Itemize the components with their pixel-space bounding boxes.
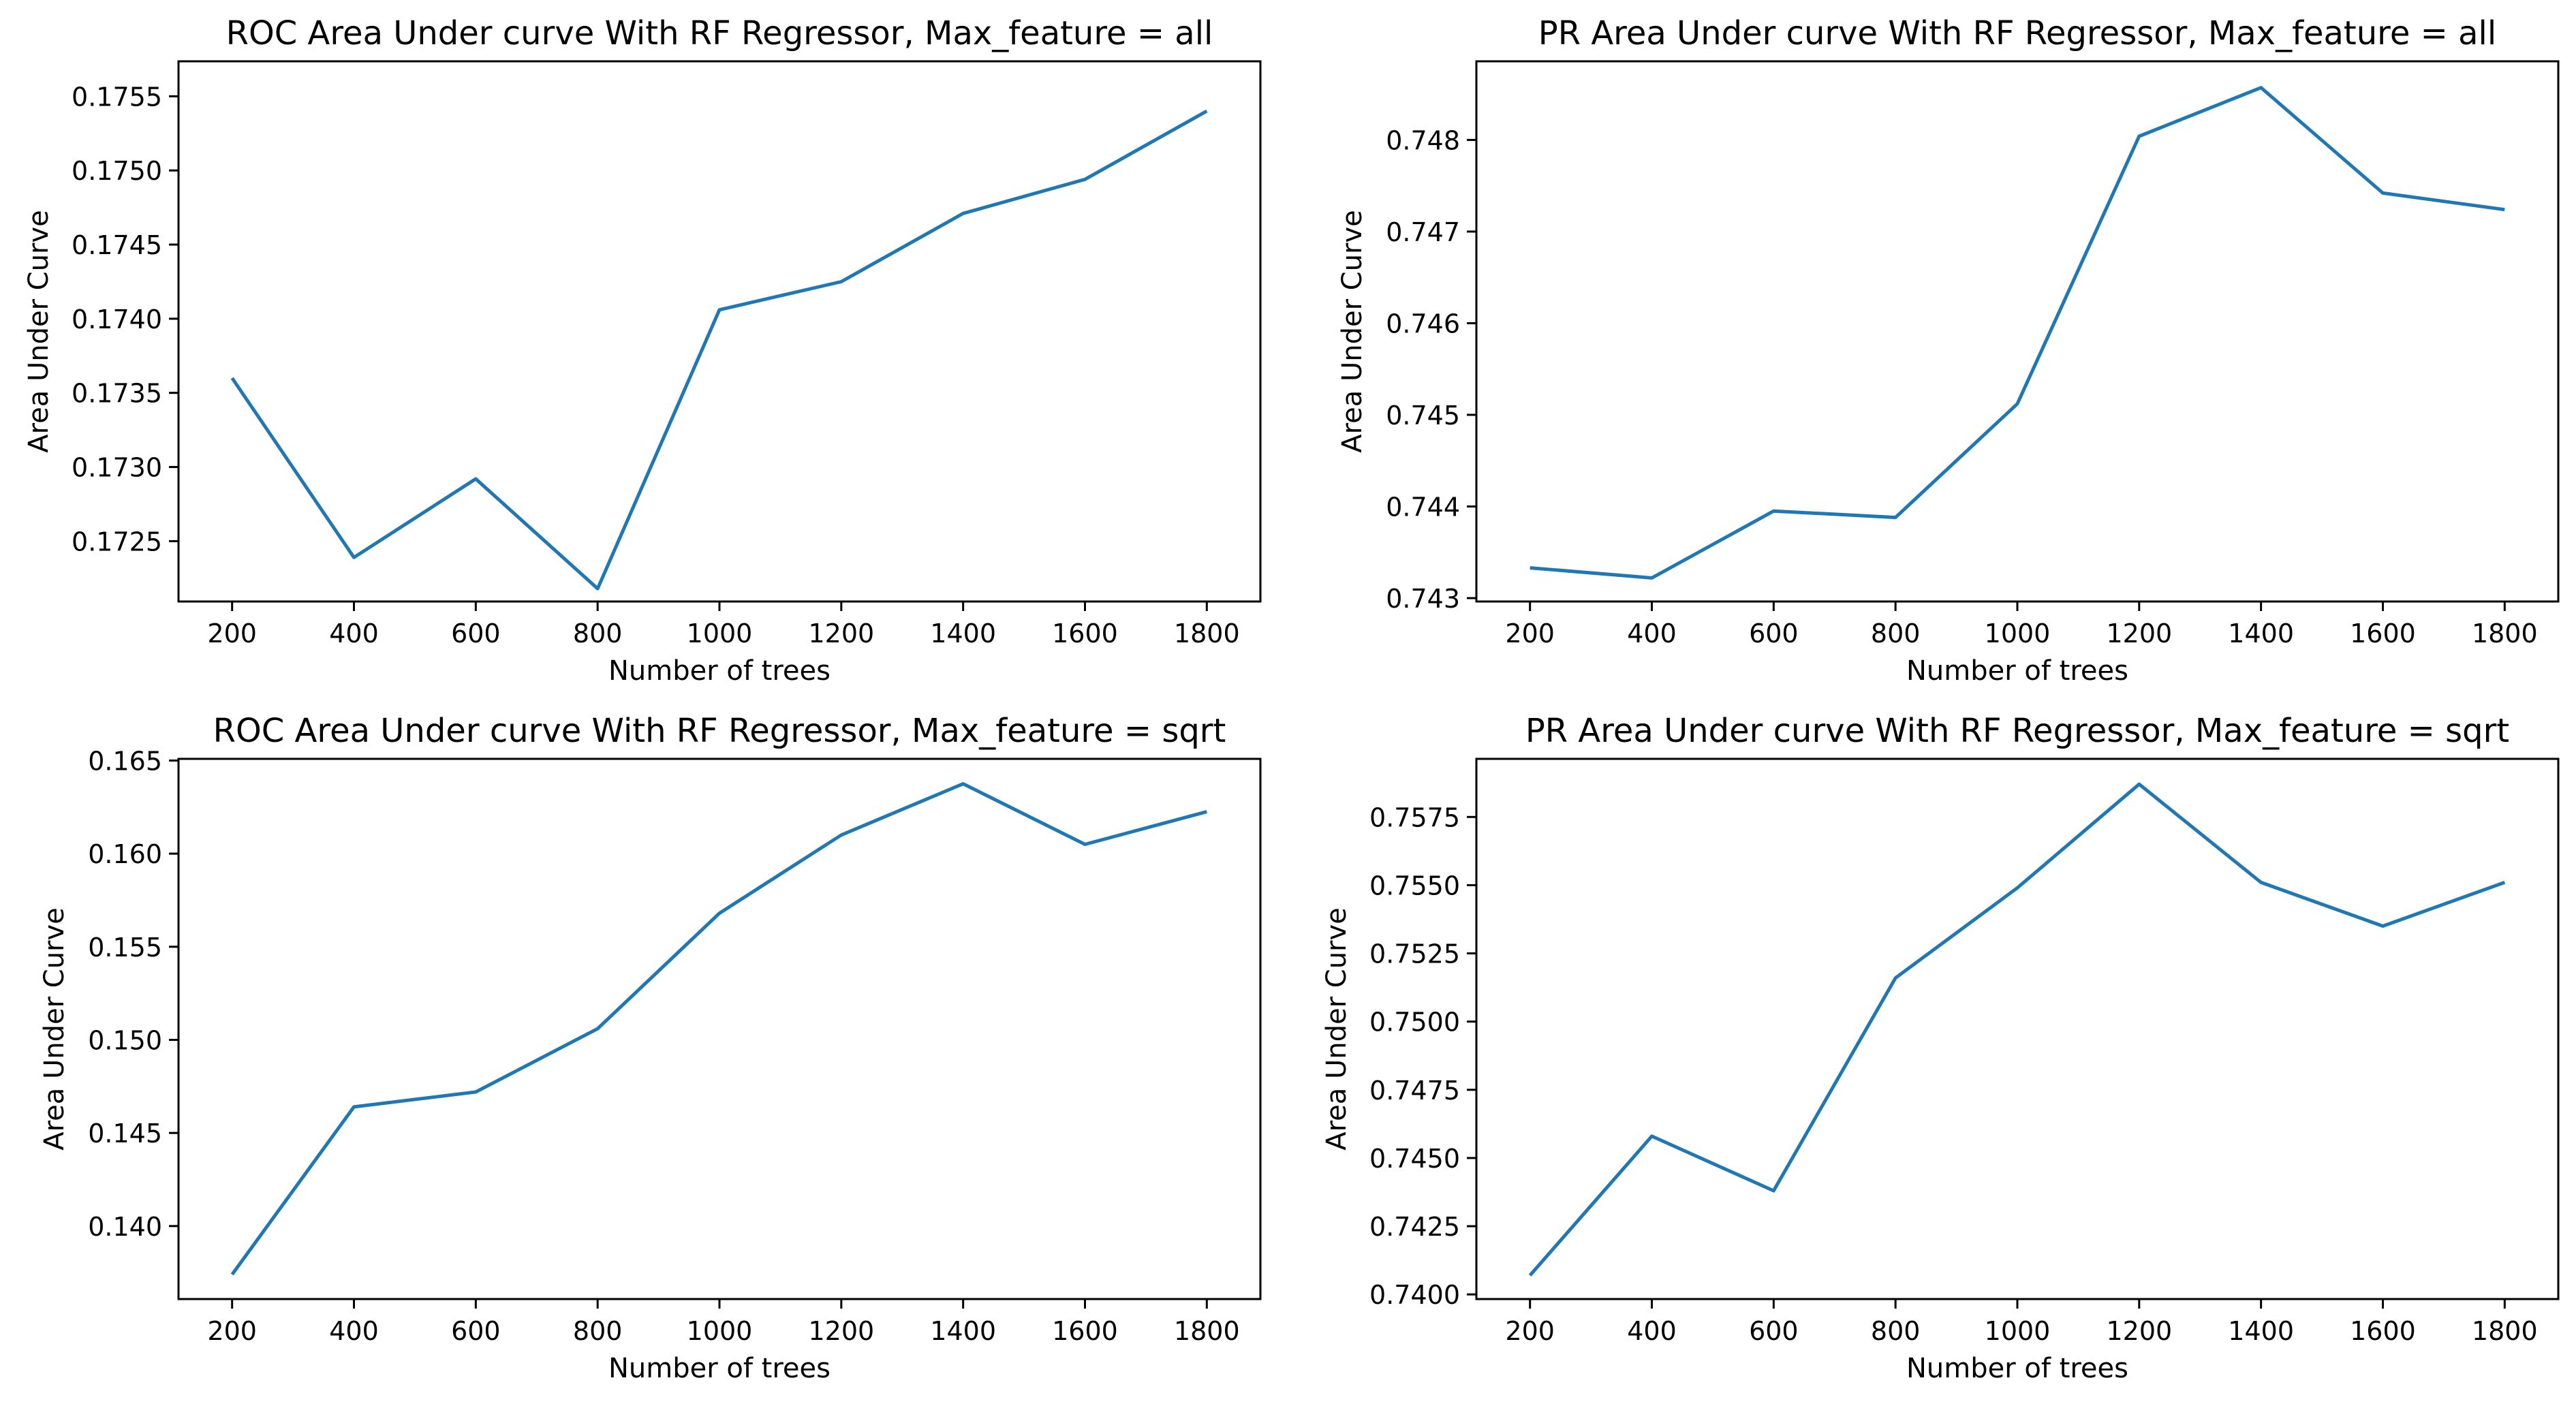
roc-all-x-tick-label: 400 [329,619,379,649]
pr-sqrt-y-tick-label: 0.7450 [1369,1144,1460,1174]
roc-sqrt-series-line-0 [230,782,1207,1276]
roc-all-x-tick-label: 1200 [808,619,874,649]
pr-sqrt-plot-frame [1475,757,2560,1300]
roc-all-y-tick-label: 0.1730 [72,453,162,483]
roc-all-series-line-0 [230,109,1208,591]
pr-sqrt-x-tick-label: 1800 [2472,1316,2538,1346]
roc-all-x-tick-label: 800 [573,619,623,649]
roc-sqrt-y-tick-label: 0.140 [88,1212,162,1242]
pr-all-y-axis-label: Area Under Curve [1337,210,1368,453]
roc-all-y-tick-label: 0.1735 [72,379,162,409]
roc-all-y-tick-label: 0.1725 [72,527,162,557]
pr-sqrt-y-tick-label: 0.7400 [1369,1280,1460,1310]
pr-all-y-tick-label: 0.746 [1386,309,1460,339]
pr-all-x-tick-label: 1800 [2472,619,2538,649]
roc-sqrt-x-tick-label: 200 [207,1316,257,1346]
roc-sqrt-x-tick-label: 400 [329,1316,379,1346]
roc-all-x-tick-label: 600 [451,619,501,649]
pr-sqrt-x-tick-label: 1200 [2106,1316,2172,1346]
roc-all-y-tick-label: 0.1750 [72,156,162,186]
roc-all-x-tick-label: 1800 [1174,619,1240,649]
pr-all-x-tick-label: 1400 [2228,619,2294,649]
pr-all-x-tick-label: 200 [1505,619,1555,649]
pr-sqrt-y-tick-label: 0.7550 [1369,871,1460,901]
roc-all-y-axis-label: Area Under Curve [23,210,55,453]
pr-sqrt-title: PR Area Under curve With RF Regressor, M… [1525,712,2509,750]
pr-sqrt-x-axis-label: Number of trees [1906,1353,2128,1384]
roc-all-x-tick-label: 200 [207,619,257,649]
roc-all-title: ROC Area Under curve With RF Regressor, … [226,14,1213,52]
pr-sqrt-y-tick-label: 0.7575 [1369,802,1460,832]
pr-sqrt-x-tick-label: 600 [1749,1316,1799,1346]
pr-all-x-tick-label: 800 [1871,619,1921,649]
roc-sqrt-x-axis-label: Number of trees [608,1353,831,1384]
roc-sqrt-y-tick-label: 0.150 [88,1025,162,1055]
pr-sqrt-y-tick-label: 0.7425 [1369,1212,1460,1242]
pr-sqrt-x-tick-label: 1600 [2350,1316,2416,1346]
pr-sqrt-y-tick-label: 0.7475 [1369,1076,1460,1106]
pr-sqrt-x-tick-label: 1400 [2228,1316,2294,1346]
pr-all-x-tick-label: 400 [1627,619,1677,649]
pr-all-x-tick-label: 600 [1749,619,1799,649]
pr-all-y-tick-label: 0.747 [1386,217,1460,247]
roc-all-x-tick-label: 1000 [687,619,753,649]
pr-sqrt-series-line-0 [1528,782,2506,1277]
roc-all-y-tick-label: 0.1755 [72,82,162,112]
roc-sqrt-y-tick-label: 0.145 [88,1119,162,1149]
roc-sqrt-x-tick-label: 1200 [808,1316,874,1346]
roc-sqrt-x-tick-label: 600 [451,1316,501,1346]
pr-all-plot-frame [1475,60,2560,603]
roc-all-y-tick-label: 0.1740 [72,304,162,334]
pr-all-title: PR Area Under curve With RF Regressor, M… [1538,14,2496,52]
pr-all-y-tick-label: 0.745 [1386,401,1460,431]
roc-sqrt-x-tick-label: 1000 [687,1316,753,1346]
pr-all-y-tick-label: 0.748 [1386,125,1460,155]
pr-sqrt-x-tick-label: 400 [1627,1316,1677,1346]
roc-all-x-axis-label: Number of trees [608,655,831,687]
pr-all-series-line-0 [1530,86,2505,580]
pr-sqrt-x-tick-label: 800 [1871,1316,1921,1346]
pr-sqrt-y-axis-label: Area Under Curve [1321,907,1352,1151]
roc-sqrt-y-tick-label: 0.155 [88,933,162,963]
roc-sqrt-y-axis-label: Area Under Curve [39,907,70,1151]
pr-sqrt-y-tick-label: 0.7500 [1369,1007,1460,1037]
pr-all-x-tick-label: 1000 [1985,619,2051,649]
pr-all-x-axis-label: Number of trees [1906,655,2128,687]
pr-sqrt-y-tick-label: 0.7525 [1369,939,1460,969]
roc-all-x-tick-label: 1600 [1052,619,1118,649]
pr-all-x-tick-label: 1600 [2350,619,2416,649]
pr-all-y-tick-label: 0.743 [1386,584,1460,614]
roc-all-x-tick-label: 1400 [930,619,996,649]
roc-sqrt-x-tick-label: 1400 [930,1316,996,1346]
pr-all-x-tick-label: 1200 [2106,619,2172,649]
roc-sqrt-y-tick-label: 0.165 [88,746,162,776]
roc-sqrt-title: ROC Area Under curve With RF Regressor, … [213,712,1226,750]
roc-all-plot-frame [177,60,1262,603]
roc-sqrt-x-tick-label: 1600 [1052,1316,1118,1346]
pr-all-y-tick-label: 0.744 [1386,493,1460,522]
pr-sqrt-x-tick-label: 1000 [1985,1316,2051,1346]
roc-sqrt-x-tick-label: 1800 [1174,1316,1240,1346]
pr-sqrt-x-tick-label: 200 [1505,1316,1555,1346]
roc-all-y-tick-label: 0.1745 [72,230,162,260]
roc-sqrt-y-tick-label: 0.160 [88,839,162,869]
roc-sqrt-x-tick-label: 800 [573,1316,623,1346]
